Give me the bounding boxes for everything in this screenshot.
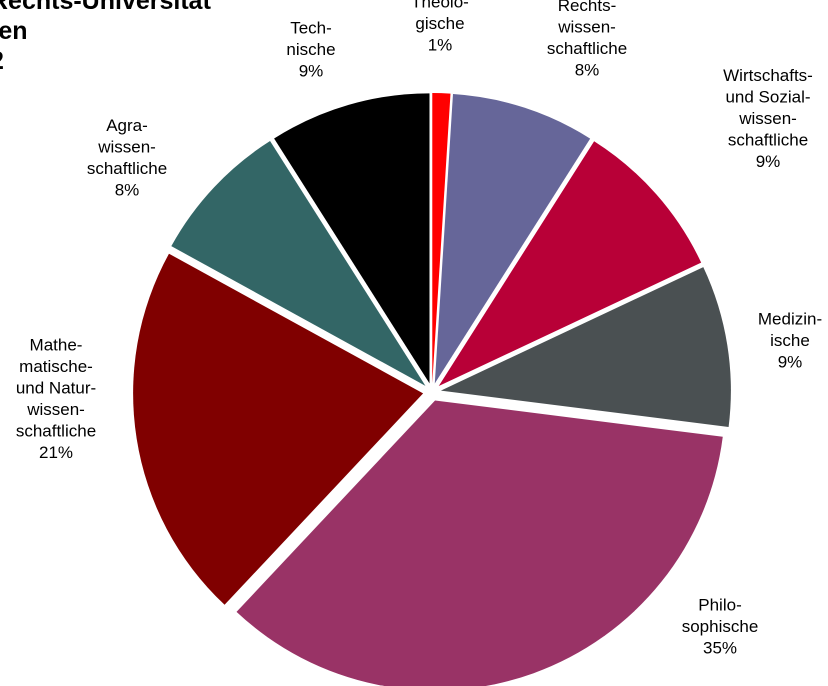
title-line-2: ten <box>0 17 28 45</box>
pie-label-7-line-0: Tech- <box>290 19 332 38</box>
pie-label-6-line-3: 8% <box>115 180 140 199</box>
pie-slice-5 <box>133 253 424 605</box>
pie-slice-7 <box>274 93 430 384</box>
pie-label-1-line-1: wissen- <box>557 17 616 36</box>
pie-label-5-line-1: matische- <box>19 357 93 376</box>
pie-label-2-line-0: Wirtschafts- <box>723 66 813 85</box>
pie-label-6: Agra-wissen-schaftliche 8% <box>87 116 167 200</box>
pie-label-5-line-3: wissen- <box>26 400 85 419</box>
pie-label-0: Theolo-gische 1% <box>411 0 469 55</box>
pie-label-5-line-4: schaftliche <box>16 421 96 440</box>
pie-slices <box>133 93 731 686</box>
pie-slice-1 <box>434 94 591 384</box>
pie-label-1-line-0: Rechts- <box>558 0 617 15</box>
pie-label-0-line-2: 1% <box>428 36 453 55</box>
title-line-1: Rechts-Universität <box>0 0 211 15</box>
pie-label-3: Medizin-ische 9% <box>758 310 822 372</box>
pie-label-6-line-1: wissen- <box>97 137 156 156</box>
pie-label-1-line-2: schaftliche <box>547 39 627 58</box>
pie-label-5-line-2: und Natur- <box>16 378 96 397</box>
pie-label-0-line-1: gische <box>415 14 464 33</box>
pie-label-4-line-2: 35% <box>703 639 737 658</box>
pie-label-2-line-2: wissen- <box>738 109 797 128</box>
pie-labels: Theolo-gische 1% Rechts-wissen-schaftliche… <box>16 0 822 658</box>
pie-label-3-line-2: 9% <box>778 353 803 372</box>
pie-slice-4 <box>236 400 723 686</box>
pie-slice-3 <box>440 267 731 427</box>
pie-label-4-line-1: sophische <box>682 617 759 636</box>
pie-label-7-line-2: 9% <box>299 62 324 81</box>
pie-label-2-line-1: und Sozial- <box>725 88 810 107</box>
pie-label-3-line-0: Medizin- <box>758 310 822 329</box>
pie-slice-2 <box>438 141 702 387</box>
pie-slice-6 <box>171 140 426 386</box>
pie-label-5: Mathe-matische-und Natur-wissen-schaftli… <box>16 335 96 462</box>
pie-label-2-line-4: 9% <box>756 152 781 171</box>
pie-slice-0 <box>432 93 451 383</box>
pie-label-1-line-3: 8% <box>575 60 600 79</box>
pie-label-6-line-2: schaftliche <box>87 159 167 178</box>
pie-label-4: Philo-sophische 35% <box>682 596 759 658</box>
chart-title: Rechts-Universität ten 2 <box>0 0 211 76</box>
pie-label-2-line-3: schaftliche <box>728 131 808 150</box>
title-line-3: 2 <box>0 46 211 76</box>
pie-label-3-line-1: ische <box>770 331 810 350</box>
pie-label-5-line-0: Mathe- <box>30 335 83 354</box>
pie-label-4-line-0: Philo- <box>698 596 741 615</box>
pie-label-1: Rechts-wissen-schaftliche 8% <box>547 0 627 79</box>
pie-label-6-line-0: Agra- <box>106 116 148 135</box>
pie-label-7-line-1: nische <box>286 40 335 59</box>
pie-label-2: Wirtschafts-und Sozial-wissen-schaftlich… <box>723 66 813 171</box>
pie-label-0-line-0: Theolo- <box>411 0 469 12</box>
pie-label-5-line-5: 21% <box>39 443 73 462</box>
pie-label-7: Tech-nische 9% <box>286 19 335 81</box>
